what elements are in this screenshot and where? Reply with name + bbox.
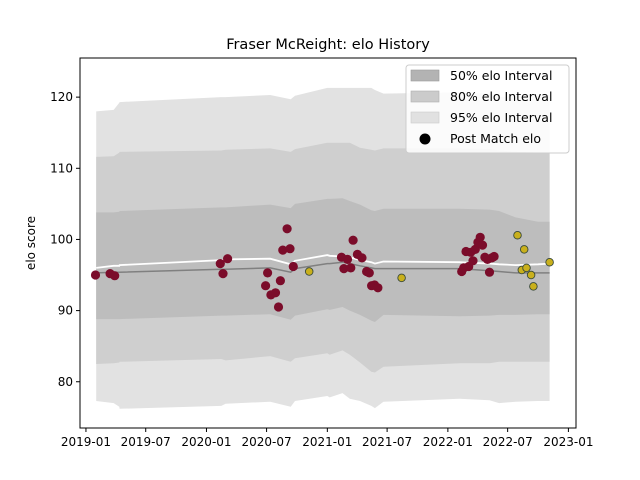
post-match-point [346, 263, 356, 273]
plot-frame [79, 57, 577, 429]
post-match-point [215, 259, 225, 269]
post-match-point [357, 253, 367, 263]
x-tick-label: 2022-07 [483, 435, 533, 449]
legend-label-95: 95% elo Interval [450, 110, 552, 125]
post-match-point-gold [545, 257, 554, 267]
post-match-point [218, 269, 228, 279]
x-tick-label: 2022-01 [423, 435, 473, 449]
x-tick-label: 2019-01 [61, 435, 111, 449]
legend-swatch-80 [410, 90, 440, 103]
post-match-point [110, 271, 120, 281]
y-axis-label: elo score [24, 216, 38, 270]
post-match-point [475, 232, 485, 242]
y-tick-label: 80 [58, 375, 73, 389]
post-match-point [90, 270, 101, 280]
post-match-point-gold [304, 267, 314, 276]
post-match-point [285, 244, 295, 254]
post-match-point-gold [529, 282, 538, 291]
post-match-point [339, 264, 349, 274]
post-match-point-gold [519, 245, 529, 254]
post-match-point-gold [513, 230, 522, 240]
post-match-point [261, 281, 271, 291]
legend-swatch-95 [410, 111, 440, 124]
legend: 50% elo Interval 80% elo Interval 95% el… [405, 64, 570, 154]
x-tick-label: 2020-01 [181, 435, 231, 449]
legend-label-50: 50% elo Interval [450, 68, 552, 83]
post-match-point-gold [522, 263, 531, 273]
post-match-points [90, 224, 554, 312]
interval-bands [96, 87, 550, 409]
post-match-point [470, 244, 480, 254]
y-tick-label: 110 [50, 161, 73, 175]
chart-title: Fraser McReight: elo History [226, 37, 430, 53]
post-match-point [342, 254, 353, 264]
post-match-point-gold [397, 273, 406, 283]
legend-marker-post-match [419, 133, 431, 145]
post-match-point [468, 256, 478, 266]
x-tick-label: 2021-01 [302, 435, 352, 449]
post-match-point [477, 240, 488, 250]
post-match-point [273, 302, 284, 312]
x-axis-ticks: 2019-01 2019-07 2020-01 2020-07 2021-01 2021-… [61, 428, 593, 449]
legend-box [405, 64, 570, 154]
post-match-point [275, 276, 285, 286]
post-match-point [484, 267, 495, 277]
post-match-point [282, 224, 292, 234]
post-match-point [348, 235, 358, 245]
post-match-point [278, 245, 288, 255]
post-match-point [288, 261, 298, 272]
x-tick-label: 2020-07 [242, 435, 292, 449]
y-tick-label: 120 [50, 90, 73, 104]
y-axis-ticks: 80 90 100 110 120 [50, 90, 80, 389]
x-tick-label: 2021-07 [362, 435, 412, 449]
y-tick-label: 90 [58, 304, 73, 318]
post-match-point [270, 288, 281, 298]
post-match-point [373, 283, 383, 293]
post-match-point-gold [526, 270, 536, 280]
x-tick-label: 2023-01 [543, 435, 593, 449]
post-match-point [263, 268, 273, 278]
legend-swatch-50 [410, 69, 440, 82]
y-tick-label: 100 [50, 232, 73, 246]
post-match-point [223, 254, 233, 264]
post-match-point [489, 251, 499, 262]
legend-label-post-match: Post Match elo [450, 131, 541, 146]
legend-label-80: 80% elo Interval [450, 89, 552, 104]
band-50 [96, 198, 550, 322]
axes: 2019-01 2019-07 2020-01 2020-07 2021-01 2021-… [50, 57, 593, 449]
x-tick-label: 2019-07 [121, 435, 171, 449]
post-match-point [364, 268, 374, 278]
